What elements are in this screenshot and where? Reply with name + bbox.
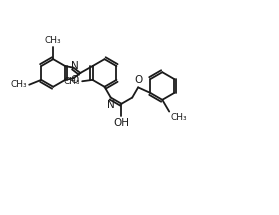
Text: O: O: [71, 75, 79, 85]
Text: CH₃: CH₃: [45, 36, 61, 45]
Text: CH₃: CH₃: [170, 113, 187, 122]
Text: O: O: [134, 75, 142, 85]
Text: OH: OH: [114, 118, 129, 128]
Text: N: N: [107, 100, 115, 109]
Text: CH₃: CH₃: [64, 77, 80, 86]
Text: CH₃: CH₃: [10, 80, 27, 89]
Text: N: N: [71, 61, 79, 71]
